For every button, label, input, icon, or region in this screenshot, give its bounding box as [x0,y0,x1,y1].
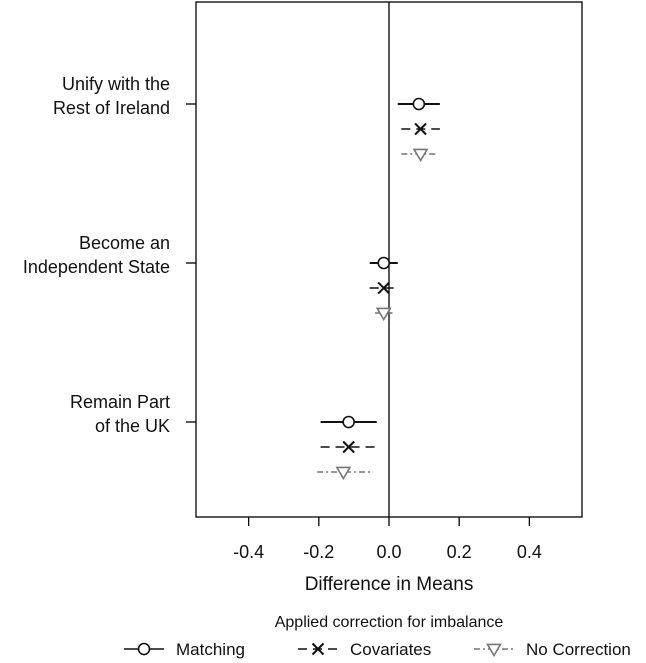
point-estimate [377,281,390,295]
point-estimate [414,122,427,136]
legend-marker-stroke-b [311,642,325,656]
category-label: Unify with the [62,74,170,94]
category-label: Independent State [23,257,170,277]
legend-marker [486,643,502,658]
legend: Applied correction for imbalance Matchin… [124,614,631,659]
point-estimate-stroke-b [414,122,427,136]
x-tick-label: -0.2 [303,542,334,562]
x-axis-title: Difference in Means [305,574,474,595]
category-label: Become an [79,233,170,253]
x-tick-label: 0.4 [517,542,542,562]
x-tick-label: 0.2 [447,542,472,562]
category-label: Rest of Ireland [53,98,170,118]
point-estimate [342,440,355,454]
legend-label: No Correction [526,640,631,659]
point-estimate [342,415,355,429]
point-estimate [335,466,352,481]
legend-marker [137,642,151,656]
legend-label: Matching [176,640,245,659]
point-estimate [375,307,392,322]
point-estimate [412,97,426,111]
y-axis: Unify with the Rest of Ireland Become an In… [23,74,196,436]
data-marks [317,97,440,481]
x-axis: -0.4 -0.2 0.0 0.2 0.4 [233,517,542,562]
point-estimate [412,148,429,163]
legend-items: Matching Covariates No Correction [124,640,631,659]
point-estimate-stroke-b [342,440,355,454]
point-estimate-stroke-b [377,281,390,295]
category-label: of the UK [95,416,170,436]
legend-title: Applied correction for imbalance [275,614,504,631]
legend-label: Covariates [350,640,431,659]
x-tick-label: 0.0 [376,542,401,562]
x-tick-label: -0.4 [233,542,264,562]
legend-marker [311,642,325,656]
category-label: Remain Part [70,392,170,412]
point-estimate [377,256,391,270]
